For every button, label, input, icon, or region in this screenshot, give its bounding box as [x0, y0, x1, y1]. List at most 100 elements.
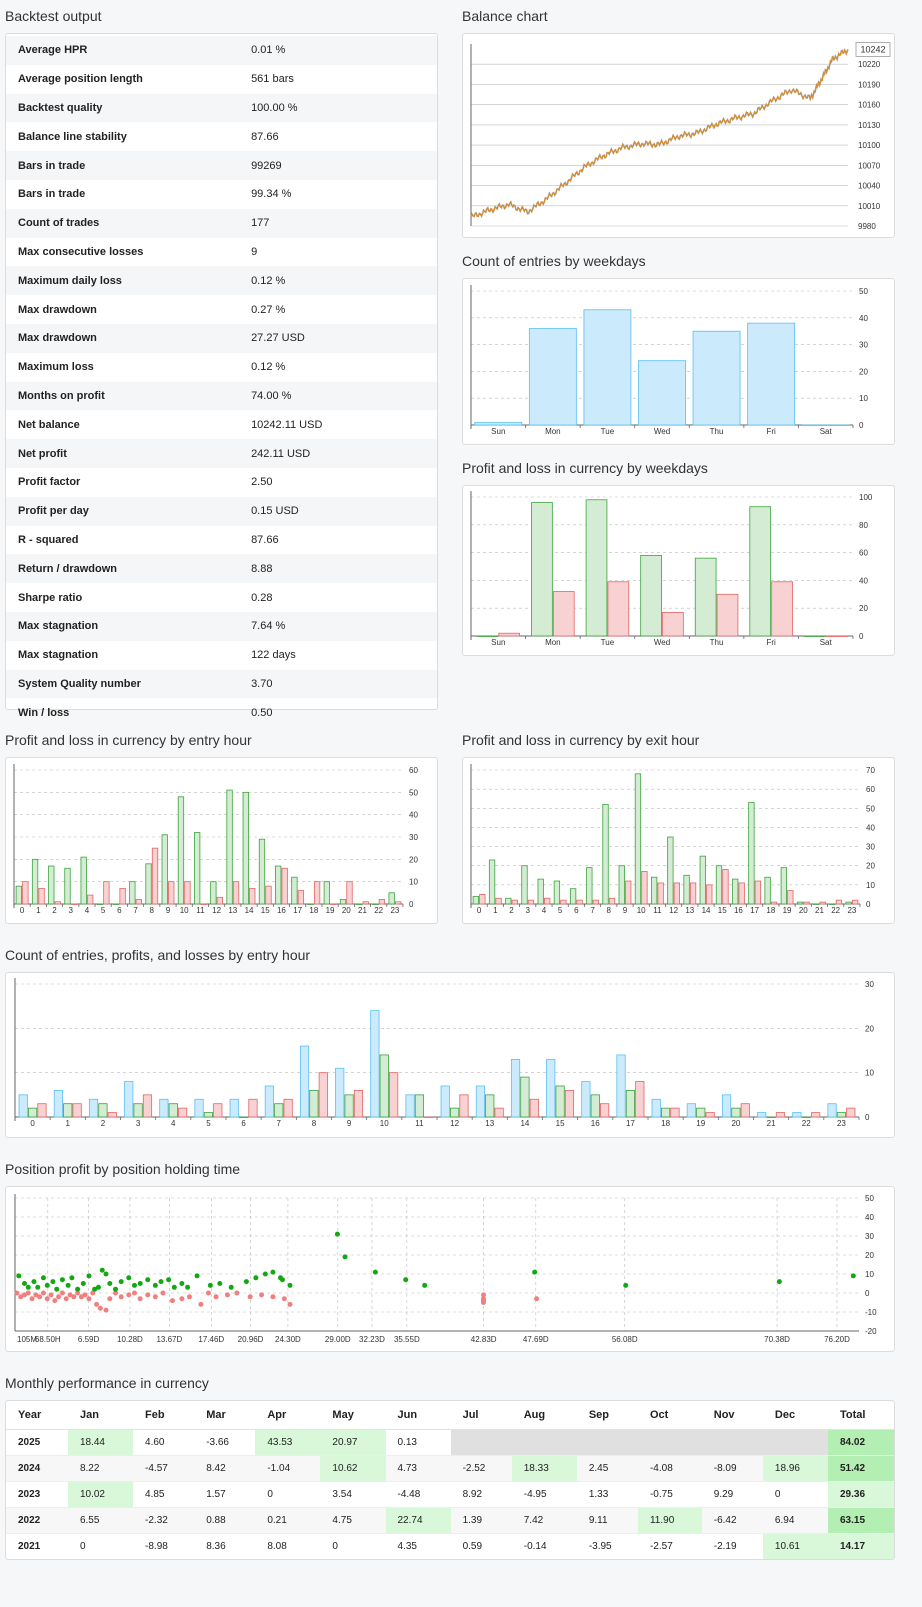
- x-tick-label: Mon: [545, 427, 561, 436]
- bar: [275, 865, 282, 905]
- metric-value: 27.27 USD: [243, 323, 437, 353]
- bar: [560, 899, 567, 905]
- bar: [64, 867, 71, 905]
- x-tick-label: 17: [750, 906, 759, 915]
- backtest-row: Max stagnation 122 days: [6, 641, 437, 670]
- loss-point: [90, 1290, 96, 1296]
- x-tick-label: 5: [101, 906, 106, 915]
- profit-point: [776, 1279, 782, 1285]
- x-tick-label: 13.67D: [156, 1335, 182, 1344]
- month-cell: -1.04: [255, 1455, 321, 1482]
- metric-label: Average position length: [18, 73, 143, 86]
- month-cell: 6.55: [67, 1507, 134, 1534]
- month-cell: 18.33: [511, 1455, 577, 1482]
- month-cell: -4.95: [511, 1481, 577, 1508]
- bar: [715, 865, 723, 905]
- monthly-header-may: May: [320, 1401, 386, 1430]
- y-tick-label: 20: [865, 1024, 874, 1033]
- y-tick-label: 9980: [858, 222, 876, 231]
- bar: [103, 881, 110, 905]
- bar: [754, 880, 762, 905]
- metric-label: System Quality number: [6, 669, 244, 699]
- y-tick-label: 0: [865, 1113, 870, 1122]
- metric-value: 9: [251, 245, 258, 258]
- loss-point: [44, 1296, 50, 1302]
- x-tick-label: 2: [52, 906, 57, 915]
- bar: [602, 804, 609, 905]
- loss-point: [234, 1290, 240, 1296]
- pl-exit-hour-panel: 0 10 20 30 40 50 60 70 0 1 2 3 4 5 6 7 8 9 10 11 12 13 14 15 16 1…: [462, 757, 895, 924]
- backtest-row: Count of trades 177: [6, 208, 437, 238]
- y-tick-label: 20: [865, 1251, 874, 1260]
- profit-point: [403, 1277, 409, 1283]
- profit-point: [131, 1282, 137, 1288]
- profit-point: [194, 1273, 200, 1279]
- count-entry-hour-panel: 0 10 20 30 0 1 2 3 4 5 6 7 8 9 10 11 12 13 14 15 16 17 18 19 20 2…: [5, 972, 895, 1138]
- x-tick-label: 1: [66, 1119, 71, 1128]
- month-cell: 4.85: [133, 1481, 195, 1508]
- bar: [124, 1081, 134, 1118]
- x-tick-label: 22: [374, 906, 383, 915]
- x-tick-label: 0: [477, 906, 482, 915]
- loss-point: [86, 1296, 92, 1302]
- metric-value: 0.15 USD: [243, 496, 437, 526]
- x-tick-label: 14: [520, 1119, 529, 1128]
- metric-label: Profit factor: [18, 476, 81, 489]
- x-tick-label: 20.96D: [238, 1335, 264, 1344]
- x-tick-label: 6: [117, 906, 122, 915]
- x-tick-label: 11: [196, 906, 205, 915]
- metric-value: 0.12 %: [243, 266, 437, 296]
- metric-label: Months on profit: [6, 381, 244, 411]
- profit-point: [532, 1269, 538, 1275]
- loss-point: [179, 1296, 185, 1302]
- bar: [846, 1107, 856, 1118]
- bar: [552, 591, 575, 637]
- loss-point: [137, 1296, 143, 1302]
- month-cell: 8.22: [67, 1455, 134, 1482]
- y-tick-label: 30: [859, 341, 868, 350]
- month-cell: -2.32: [133, 1507, 195, 1534]
- bar: [200, 903, 207, 905]
- profit-point: [16, 1273, 22, 1279]
- bar: [177, 796, 185, 905]
- bar: [511, 899, 518, 905]
- bar: [625, 1090, 636, 1118]
- x-tick-label: 2: [101, 1119, 106, 1128]
- y-tick-label: 10130: [858, 121, 881, 130]
- metric-value: 3.70: [243, 669, 437, 699]
- bar: [766, 1116, 776, 1118]
- y-tick-label: -10: [865, 1308, 877, 1317]
- metric-label: Profit per day: [6, 496, 244, 526]
- loss-point: [281, 1296, 287, 1302]
- loss-point: [29, 1296, 35, 1302]
- bar: [801, 424, 850, 426]
- bar: [583, 309, 632, 426]
- bar: [670, 1107, 680, 1118]
- profit-point: [25, 1284, 31, 1290]
- year-cell: 2021: [6, 1533, 68, 1559]
- bar: [638, 360, 686, 426]
- bar: [53, 1090, 63, 1118]
- year-cell: 2022: [6, 1507, 68, 1534]
- bar: [370, 1010, 380, 1118]
- x-tick-label: 19: [696, 1119, 705, 1128]
- monthly-header-row: Year Jan Feb Mar Apr May Jun Jul Aug Sep Oct Nov Dec…: [6, 1401, 894, 1430]
- month-cell: 8.08: [255, 1533, 321, 1559]
- x-tick-label: Tue: [601, 638, 615, 647]
- loss-point: [247, 1294, 253, 1300]
- profit-point: [152, 1282, 158, 1288]
- bar: [845, 901, 852, 905]
- bar: [339, 899, 347, 905]
- x-tick-label: 9: [623, 906, 628, 915]
- x-tick-label: 21: [815, 906, 824, 915]
- monthly-row: 2024 8.22 -4.57 8.42 -1.04 10.62 4.73 -2.52 18.3…: [6, 1455, 894, 1482]
- loss-point: [14, 1290, 20, 1296]
- bar: [107, 1112, 117, 1118]
- bar: [313, 881, 321, 905]
- metric-label: R - squared: [18, 533, 79, 546]
- bar: [31, 858, 39, 905]
- loss-point: [63, 1296, 69, 1302]
- x-tick-label: Fri: [766, 638, 776, 647]
- metric-label: Backtest quality: [6, 93, 244, 123]
